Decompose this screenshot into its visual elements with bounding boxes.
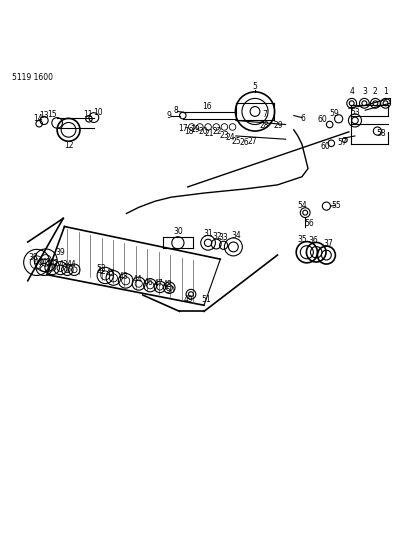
Text: 51: 51: [201, 295, 211, 304]
Text: 8: 8: [173, 106, 178, 115]
Text: 44: 44: [67, 260, 76, 269]
Text: 50: 50: [166, 286, 175, 295]
Text: 36: 36: [308, 236, 318, 245]
Text: 48: 48: [162, 280, 172, 289]
Text: 56: 56: [304, 219, 314, 228]
Text: 6: 6: [300, 114, 305, 123]
Text: 53: 53: [350, 108, 360, 117]
Text: 18: 18: [184, 126, 193, 135]
Text: 35: 35: [298, 235, 308, 244]
Text: 5: 5: [253, 83, 257, 92]
Text: 45: 45: [105, 269, 115, 278]
Text: 46: 46: [144, 278, 154, 287]
Text: 59: 59: [329, 109, 339, 118]
Text: 39: 39: [55, 248, 65, 257]
Text: 58: 58: [377, 129, 386, 138]
Text: 27: 27: [247, 137, 257, 146]
Text: 54: 54: [297, 201, 307, 210]
Text: 30: 30: [173, 227, 183, 236]
Text: 10: 10: [93, 108, 103, 117]
Text: 47: 47: [153, 279, 163, 288]
Text: 3: 3: [362, 87, 367, 96]
Text: 9: 9: [167, 111, 172, 120]
Text: 52: 52: [96, 264, 106, 273]
Text: 40: 40: [33, 258, 43, 267]
Text: 11: 11: [83, 110, 93, 119]
Text: 16: 16: [202, 102, 212, 111]
Text: 29: 29: [273, 121, 283, 130]
Text: 38: 38: [29, 253, 38, 262]
Text: 15: 15: [47, 110, 57, 119]
Text: 22: 22: [212, 127, 222, 136]
Text: 33: 33: [219, 233, 228, 243]
Text: 2: 2: [373, 87, 378, 96]
Text: 42: 42: [49, 259, 59, 268]
Text: 44: 44: [133, 275, 143, 284]
Text: 49: 49: [184, 295, 193, 304]
Text: 5119 1600: 5119 1600: [12, 72, 53, 82]
Text: 13: 13: [39, 111, 49, 120]
Text: 41: 41: [42, 258, 52, 267]
Text: 57: 57: [338, 139, 348, 148]
Text: 1: 1: [383, 87, 388, 96]
Text: 4: 4: [349, 87, 354, 96]
Text: 37: 37: [324, 239, 333, 248]
Text: 32: 32: [212, 232, 222, 241]
Text: 28: 28: [259, 121, 269, 130]
Text: 60: 60: [317, 115, 327, 124]
Text: 7: 7: [262, 110, 267, 119]
Text: 20: 20: [198, 126, 208, 135]
Text: 12: 12: [64, 141, 73, 150]
Text: 55: 55: [332, 201, 341, 210]
Text: 19: 19: [190, 125, 200, 134]
Text: 42: 42: [96, 267, 106, 276]
Text: 25: 25: [231, 137, 241, 146]
Text: 24: 24: [226, 133, 235, 142]
Text: 23: 23: [220, 131, 229, 140]
Text: 14: 14: [33, 114, 42, 123]
Text: 26: 26: [239, 138, 249, 147]
Text: 34: 34: [231, 231, 241, 240]
Text: 43: 43: [118, 272, 128, 281]
Text: 17: 17: [178, 124, 188, 133]
Text: 31: 31: [203, 229, 213, 238]
Text: 60: 60: [321, 142, 330, 151]
Text: 43: 43: [58, 260, 68, 269]
Text: 21: 21: [204, 128, 214, 138]
